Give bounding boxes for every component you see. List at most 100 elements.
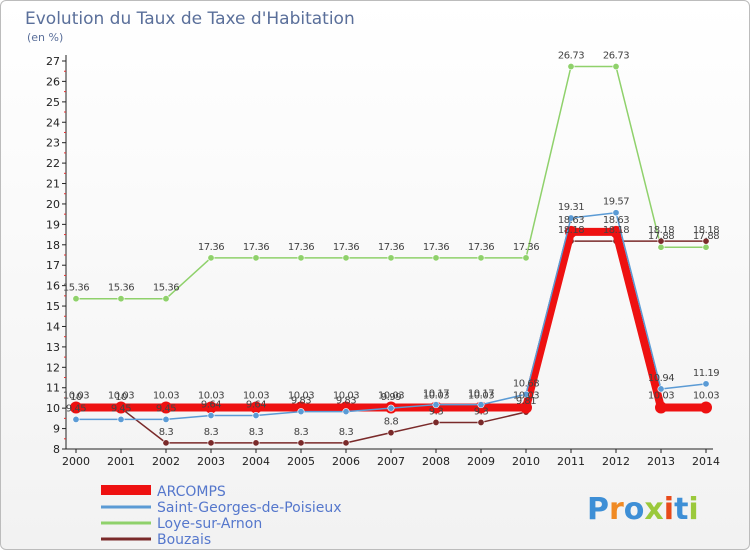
logo-letter: r <box>609 492 624 527</box>
data-label: 9.3 <box>474 406 489 417</box>
data-label: 18.18 <box>648 225 674 236</box>
x-tick-label: 2007 <box>377 455 405 468</box>
data-label: 9.45 <box>66 403 86 414</box>
data-label: 10.03 <box>468 391 494 402</box>
y-tick-label: 25 <box>46 96 60 109</box>
logo-letter: P <box>587 492 609 527</box>
data-label: 10.03 <box>378 391 404 402</box>
logo-letter: i <box>664 492 674 527</box>
y-tick-label: 9 <box>53 423 60 436</box>
data-point <box>655 401 667 414</box>
data-label: 15.36 <box>108 283 134 294</box>
data-label: 18.18 <box>603 225 629 236</box>
y-tick-label: 21 <box>46 178 60 191</box>
data-point <box>477 254 485 262</box>
data-point <box>567 63 575 71</box>
data-point <box>387 404 395 412</box>
legend-label: Saint-Georges-de-Poisieux <box>157 500 342 516</box>
data-point <box>477 418 485 426</box>
x-tick-label: 2010 <box>512 455 540 468</box>
data-label: 17.36 <box>423 242 449 253</box>
y-tick-label: 27 <box>46 55 60 68</box>
y-tick-label: 8 <box>53 443 60 456</box>
data-label: 10.03 <box>288 391 314 402</box>
data-point <box>207 412 215 420</box>
data-point <box>115 401 127 414</box>
data-label: 10.17 <box>468 389 494 400</box>
data-label: 17.36 <box>288 242 314 253</box>
data-label: 10.03 <box>648 391 674 402</box>
legend-label: ARCOMPS <box>157 484 226 500</box>
legend-label: Bouzais <box>157 532 211 548</box>
data-label: 26.73 <box>558 51 584 62</box>
data-label: 18.18 <box>558 225 584 236</box>
y-tick-label: 20 <box>46 198 60 211</box>
data-point <box>657 385 665 393</box>
data-label: 15.36 <box>153 283 179 294</box>
data-point <box>700 401 712 414</box>
y-tick-label: 11 <box>46 382 60 395</box>
x-tick-label: 2002 <box>152 455 180 468</box>
data-label: 8.3 <box>294 427 309 438</box>
logo-letter: t <box>674 492 688 527</box>
data-label: 10.17 <box>423 389 449 400</box>
x-tick-label: 2001 <box>107 455 135 468</box>
data-label: 18.18 <box>693 225 719 236</box>
data-label: 11.19 <box>693 368 719 379</box>
x-tick-label: 2006 <box>332 455 360 468</box>
data-label: 8.3 <box>339 427 354 438</box>
data-label: 10.03 <box>423 391 449 402</box>
data-label: 10 <box>115 392 127 403</box>
data-label: 17.88 <box>693 231 719 242</box>
data-point <box>250 401 262 414</box>
y-tick-label: 12 <box>46 361 60 374</box>
data-label: 9.64 <box>246 400 266 411</box>
data-label: 17.36 <box>198 242 224 253</box>
data-label: 17.36 <box>468 242 494 253</box>
data-label: 9.83 <box>336 396 356 407</box>
legend-swatch <box>101 537 151 541</box>
y-tick-label: 16 <box>46 280 60 293</box>
x-tick-label: 2012 <box>602 455 630 468</box>
y-tick-label: 13 <box>46 341 60 354</box>
data-label: 9.99 <box>381 392 401 403</box>
data-point <box>342 408 350 416</box>
data-label: 10.03 <box>513 391 539 402</box>
data-point <box>160 401 172 414</box>
y-tick-label: 22 <box>46 157 60 170</box>
data-label: 9.45 <box>111 403 131 414</box>
data-point <box>117 415 125 423</box>
data-label: 10.03 <box>693 391 719 402</box>
data-label: 10.03 <box>63 391 89 402</box>
data-label: 10.03 <box>243 391 269 402</box>
legend-swatch <box>101 485 151 495</box>
data-point <box>610 225 622 238</box>
data-point <box>207 439 215 447</box>
data-point <box>387 429 395 437</box>
x-tick-label: 2011 <box>557 455 585 468</box>
data-point <box>72 295 80 303</box>
legend-swatch <box>101 521 151 525</box>
data-point <box>520 401 532 414</box>
data-point <box>252 254 260 262</box>
x-tick-label: 2009 <box>467 455 495 468</box>
data-label: 17.36 <box>513 242 539 253</box>
data-label: 10.03 <box>153 391 179 402</box>
chart-title: Evolution du Taux de Taxe d'Habitation <box>25 9 355 29</box>
data-point <box>387 254 395 262</box>
data-label: 18.63 <box>558 215 584 226</box>
chart-legend: ARCOMPSSaint-Georges-de-PoisieuxLoye-sur… <box>101 484 342 548</box>
data-point <box>477 401 485 409</box>
data-point <box>297 254 305 262</box>
logo-letter: o <box>624 492 645 527</box>
y-tick-label: 10 <box>46 402 60 415</box>
data-point <box>657 243 665 251</box>
x-tick-label: 2003 <box>197 455 225 468</box>
data-label: 26.73 <box>603 51 629 62</box>
chart-series <box>70 63 712 447</box>
y-tick-label: 19 <box>46 218 60 231</box>
data-point <box>117 295 125 303</box>
legend-label: Loye-sur-Arnon <box>157 516 262 532</box>
data-point <box>522 254 530 262</box>
data-point <box>342 254 350 262</box>
